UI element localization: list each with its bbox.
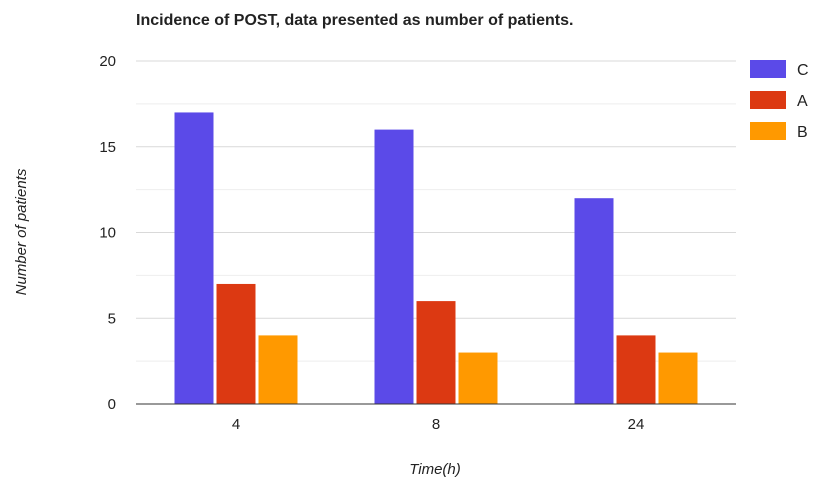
y-tick-labels: 0 5 10 15 20 <box>99 53 116 413</box>
x-tick-label: 24 <box>628 416 645 433</box>
legend-label-a: A <box>797 93 808 110</box>
y-tick-label: 15 <box>99 139 116 156</box>
legend-label-c: C <box>797 62 809 79</box>
bar-b-24 <box>658 352 698 404</box>
bar-b-4 <box>258 335 298 404</box>
legend-label-b: B <box>797 124 808 141</box>
chart-title: Incidence of POST, data presented as num… <box>136 12 573 29</box>
y-tick-label: 0 <box>108 396 116 413</box>
bar-a-24 <box>616 335 656 404</box>
y-tick-label: 20 <box>99 53 116 70</box>
bar-b-8 <box>458 352 498 404</box>
y-tick-label: 5 <box>108 310 116 327</box>
legend: CAB <box>750 60 809 141</box>
y-tick-label: 10 <box>99 225 116 242</box>
x-tick-label: 4 <box>232 416 240 433</box>
bar-c-4 <box>174 112 214 404</box>
legend-swatch-b <box>750 122 786 140</box>
x-axis-label: Time(h) <box>409 461 461 478</box>
bar-c-24 <box>574 198 614 404</box>
legend-swatch-a <box>750 91 786 109</box>
y-axis-label: Number of patients <box>13 168 30 295</box>
x-tick-labels: 4 8 24 <box>232 416 645 433</box>
bars <box>174 112 698 404</box>
bar-c-8 <box>374 129 414 404</box>
bar-a-4 <box>216 283 256 404</box>
legend-swatch-c <box>750 60 786 78</box>
bar-a-8 <box>416 301 456 404</box>
x-tick-label: 8 <box>432 416 440 433</box>
